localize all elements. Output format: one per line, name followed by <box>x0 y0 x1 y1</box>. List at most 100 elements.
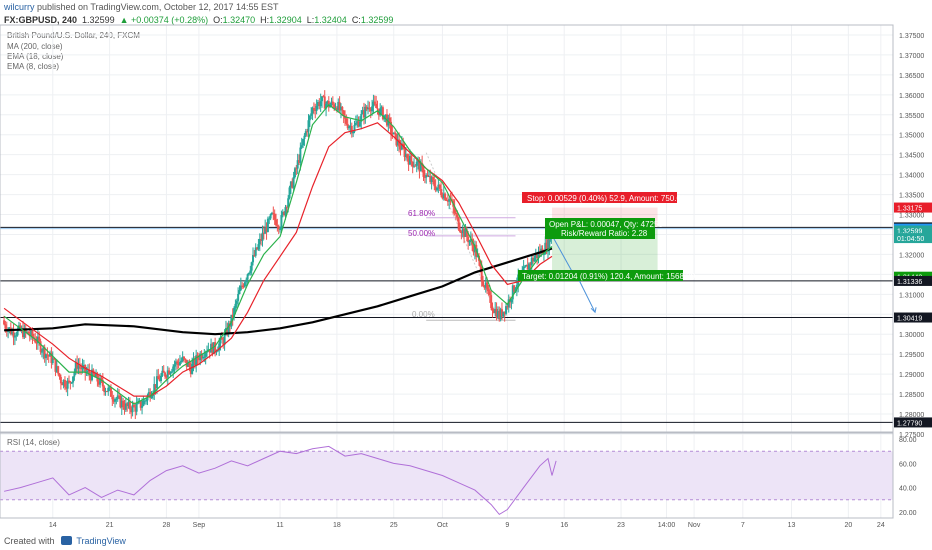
high-value: 1.32904 <box>269 15 302 25</box>
candle <box>116 395 119 399</box>
position-tool[interactable] <box>552 207 658 277</box>
candle <box>437 184 440 188</box>
candle <box>431 177 434 181</box>
candle <box>446 200 449 202</box>
time-tick-label: 14 <box>49 522 57 529</box>
candle <box>187 362 190 367</box>
candle <box>23 328 26 338</box>
time-tick-label: 7 <box>741 522 745 529</box>
price-tick-label: 1.33000 <box>899 213 924 220</box>
horizontal-lines[interactable] <box>0 226 893 423</box>
candle <box>26 331 29 333</box>
candle <box>269 214 272 219</box>
candle <box>191 363 194 374</box>
candle <box>238 290 241 295</box>
candle <box>153 384 156 394</box>
candle <box>467 236 470 243</box>
price-tag: 1.27790 <box>897 420 922 427</box>
candle <box>54 359 57 372</box>
candle <box>350 125 353 134</box>
candle <box>76 362 79 369</box>
candle <box>203 356 206 358</box>
candle <box>495 308 498 319</box>
candle <box>469 239 472 241</box>
candle <box>476 255 479 257</box>
candle <box>34 338 37 343</box>
candle <box>158 379 161 382</box>
candle <box>241 285 244 287</box>
candle <box>440 188 443 196</box>
candle <box>114 399 117 402</box>
candle <box>358 121 361 127</box>
time-tick-label: 14:00 <box>658 522 676 529</box>
candle <box>360 113 363 122</box>
candle <box>160 375 163 382</box>
candle <box>155 376 158 389</box>
price-tag: 01:04:50 <box>897 236 924 243</box>
candle <box>337 101 340 111</box>
candle <box>288 187 291 199</box>
candle <box>134 406 137 412</box>
candle <box>73 371 76 377</box>
candle <box>74 362 77 372</box>
author-link[interactable]: wilcurry <box>4 2 35 12</box>
candle <box>84 364 87 373</box>
candle <box>545 242 548 252</box>
candle <box>427 176 430 178</box>
candle <box>281 212 284 216</box>
candle <box>59 376 62 384</box>
candle <box>484 282 487 288</box>
candle <box>50 352 53 363</box>
candle <box>211 343 214 354</box>
candle <box>523 266 526 268</box>
time-tick-label: 21 <box>106 522 114 529</box>
candle <box>237 294 240 301</box>
candle <box>548 237 551 249</box>
price-tags: 1.331751.326781.326461.3259901:04:501.31… <box>894 202 932 428</box>
time-tick-label: 18 <box>333 522 341 529</box>
last-price: 1.32599 <box>82 15 115 25</box>
arrow-2-head <box>590 307 597 314</box>
candle <box>335 107 338 111</box>
candle <box>310 113 313 116</box>
tradingview-brand[interactable]: TradingView <box>76 536 126 546</box>
candle <box>81 366 84 370</box>
candle <box>472 244 475 253</box>
candle <box>514 288 517 292</box>
candle <box>45 354 48 359</box>
candle <box>505 306 508 314</box>
candle <box>494 308 497 313</box>
candle <box>392 132 395 135</box>
legend-rsi: RSI (14, close) <box>7 438 60 447</box>
candle <box>367 107 370 110</box>
time-tick-label: 28 <box>163 522 171 529</box>
candle <box>118 395 121 397</box>
candle <box>456 214 459 218</box>
candle <box>165 376 168 378</box>
candle <box>250 262 253 271</box>
candle <box>149 392 152 399</box>
price-tag: 1.30419 <box>897 316 922 323</box>
candle <box>276 225 279 227</box>
candle <box>464 229 467 237</box>
candle <box>249 270 252 273</box>
candle <box>12 331 15 338</box>
candle <box>321 96 324 102</box>
candle <box>346 123 349 129</box>
candle <box>430 177 433 183</box>
publish-info: wilcurry published on TradingView.com, O… <box>4 2 279 12</box>
series-line-2 <box>3 103 553 405</box>
candle <box>406 154 409 159</box>
candle <box>227 323 230 335</box>
price-tick-label: 1.31000 <box>899 292 924 299</box>
price-tick-label: 1.33500 <box>899 193 924 200</box>
candle <box>86 370 89 373</box>
candle <box>445 199 448 201</box>
candle <box>544 242 547 255</box>
candle <box>201 357 204 359</box>
candle <box>306 131 309 133</box>
candle <box>154 384 157 389</box>
price-tag-bg <box>894 312 932 323</box>
low-value: 1.32404 <box>314 15 347 25</box>
